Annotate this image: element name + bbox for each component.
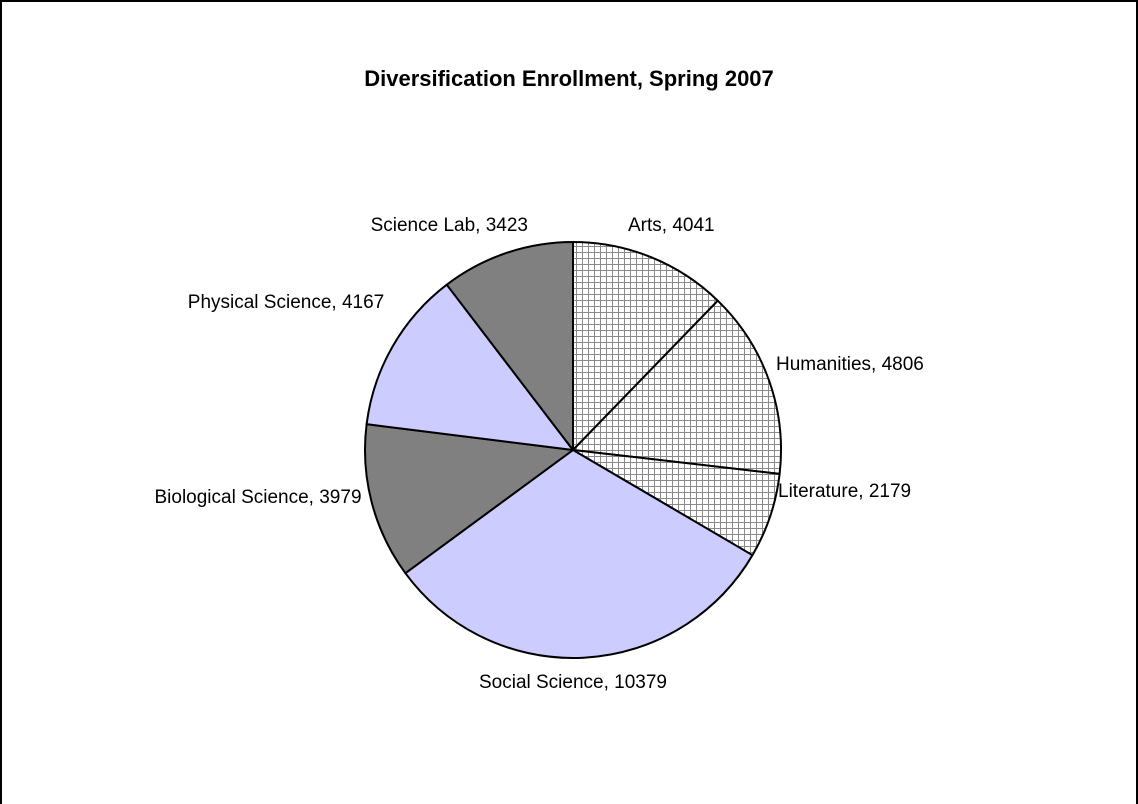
data-label: Humanities, 4806 bbox=[776, 354, 924, 375]
chart-title: Diversification Enrollment, Spring 2007 bbox=[364, 66, 774, 91]
pie-slice bbox=[445, 241, 574, 451]
data-label: Literature, 2179 bbox=[778, 481, 912, 502]
pie-slice bbox=[572, 241, 719, 451]
pie-slice bbox=[404, 449, 754, 659]
data-label: Science Lab, 3423 bbox=[370, 215, 528, 236]
pie-slice bbox=[365, 283, 574, 451]
pie-slice bbox=[572, 299, 782, 475]
data-label: Social Science, 10379 bbox=[478, 672, 667, 693]
data-label: Physical Science, 4167 bbox=[187, 292, 385, 313]
pie-slice bbox=[364, 423, 574, 575]
data-label: Arts, 4041 bbox=[628, 215, 715, 236]
data-label: Biological Science, 3979 bbox=[154, 487, 362, 508]
